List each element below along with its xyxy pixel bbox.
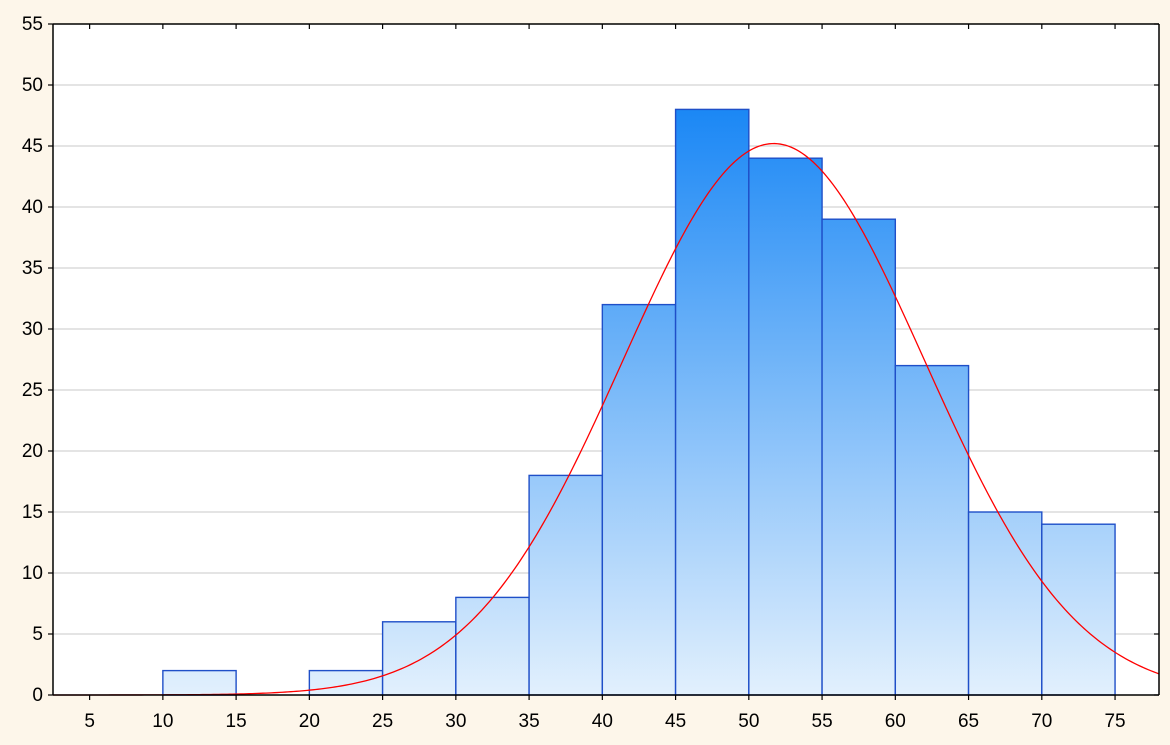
histogram-bar [601, 303, 677, 696]
x-tick-label: 60 [885, 711, 906, 732]
axes [48, 23, 1160, 700]
y-tick-label: 0 [32, 685, 43, 706]
histogram-bar [162, 669, 237, 696]
x-tick-label: 50 [738, 711, 759, 732]
normal-fit-curve [53, 142, 1160, 696]
x-tick-label: 55 [812, 711, 833, 732]
y-tick-label: 25 [22, 380, 43, 401]
y-tick-label: 55 [22, 14, 43, 35]
x-tick-label: 75 [1104, 711, 1125, 732]
histogram-bar [967, 511, 1043, 696]
histogram-bar [308, 669, 384, 696]
x-tick-label: 30 [445, 711, 466, 732]
histogram-bar [1041, 523, 1116, 696]
histogram-bar [455, 596, 530, 696]
histogram-bar [528, 474, 604, 696]
y-tick-label: 35 [22, 258, 43, 279]
y-tick-label: 30 [22, 319, 43, 340]
histogram-bars [162, 108, 1116, 696]
y-tick-label: 40 [22, 197, 43, 218]
x-tick-label: 70 [1031, 711, 1052, 732]
y-tick-label: 10 [22, 563, 43, 584]
x-tick-label: 65 [958, 711, 979, 732]
x-tick-label: 40 [592, 711, 613, 732]
y-tick-label: 5 [32, 624, 43, 645]
x-tick-label: 5 [84, 711, 95, 732]
x-tick-label: 35 [519, 711, 540, 732]
x-tick-label: 25 [372, 711, 393, 732]
histogram-bar [381, 621, 457, 696]
x-tick-label: 10 [152, 711, 173, 732]
y-tick-label: 15 [22, 502, 43, 523]
histogram-bar [821, 218, 897, 696]
histogram-bar [894, 364, 970, 696]
histogram-bar [674, 108, 750, 696]
histogram-bar [748, 157, 823, 696]
x-tick-label: 45 [665, 711, 686, 732]
y-tick-label: 20 [22, 441, 43, 462]
y-tick-label: 45 [22, 136, 43, 157]
y-tick-label: 50 [22, 75, 43, 96]
x-tick-label: 15 [226, 711, 247, 732]
x-tick-label: 20 [299, 711, 320, 732]
